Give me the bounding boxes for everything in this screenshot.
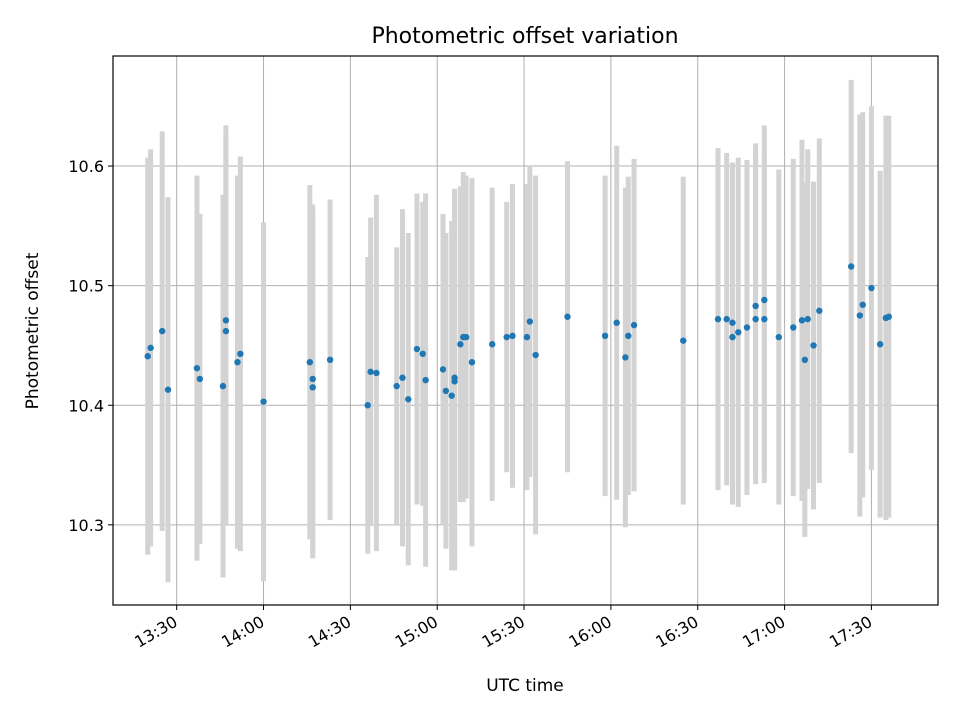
data-point: [680, 337, 687, 344]
data-point: [234, 358, 241, 366]
data-point: [735, 329, 742, 336]
data-point: [810, 342, 817, 349]
data-point: [601, 332, 609, 340]
y-axis-label: Photometric offset: [23, 252, 43, 409]
data-point: [503, 333, 510, 341]
data-point: [798, 317, 806, 324]
data-point: [523, 333, 531, 341]
data-point: [237, 350, 244, 358]
data-point: [260, 398, 267, 405]
data-point: [532, 351, 539, 359]
data-point: [729, 333, 736, 341]
data-point: [859, 301, 866, 308]
data-point: [775, 333, 782, 341]
data-point: [752, 302, 759, 310]
data-point-layer: [144, 263, 892, 409]
data-point: [723, 315, 730, 323]
data-point: [885, 313, 892, 320]
data-point: [159, 327, 166, 335]
data-point: [856, 312, 864, 319]
data-point: [868, 284, 875, 292]
data-point: [816, 307, 823, 314]
data-point: [309, 384, 316, 391]
data-point: [399, 374, 406, 381]
data-point: [761, 315, 768, 323]
data-point: [326, 356, 334, 364]
data-point: [630, 321, 638, 329]
data-point: [393, 382, 400, 390]
data-point: [489, 341, 496, 348]
plot-frame: [112, 55, 939, 606]
data-point: [306, 358, 314, 366]
data-point: [801, 356, 809, 364]
data-point: [144, 353, 151, 360]
data-point: [743, 324, 751, 331]
y-tick-label: 10.4: [68, 396, 104, 415]
chart-title: Photometric offset variation: [371, 24, 678, 49]
data-point: [790, 324, 797, 331]
data-point: [509, 332, 516, 340]
data-point: [442, 387, 450, 395]
data-point: [468, 358, 476, 366]
data-point: [457, 341, 464, 348]
data-point: [625, 332, 632, 340]
data-point: [526, 318, 534, 325]
data-point: [219, 382, 227, 390]
data-point: [193, 364, 201, 372]
data-point: [309, 375, 316, 383]
data-point: [164, 386, 172, 393]
data-point: [876, 341, 884, 348]
x-axis-label: UTC time: [486, 676, 564, 696]
data-point: [714, 315, 722, 323]
y-tick-label: 10.6: [68, 157, 104, 176]
data-point: [448, 392, 455, 399]
data-point: [405, 396, 412, 403]
data-point: [222, 317, 230, 324]
data-point: [622, 354, 629, 361]
data-point: [752, 315, 759, 323]
data-point: [451, 378, 458, 385]
data-point: [761, 296, 768, 304]
data-point: [847, 263, 855, 270]
data-point: [364, 402, 371, 409]
data-point: [413, 345, 421, 353]
data-point: [804, 315, 811, 323]
data-point: [419, 350, 426, 358]
data-point: [367, 368, 374, 375]
data-point: [462, 333, 470, 341]
data-point: [196, 375, 204, 383]
y-tick-label: 10.5: [68, 277, 104, 296]
data-point: [439, 366, 447, 373]
data-point: [613, 319, 620, 326]
y-tick-label: 10.3: [68, 516, 104, 535]
data-point: [422, 376, 429, 384]
data-point: [564, 313, 571, 320]
data-point: [222, 327, 230, 335]
data-point: [373, 369, 380, 377]
data-point: [729, 319, 736, 326]
data-point: [147, 344, 154, 352]
